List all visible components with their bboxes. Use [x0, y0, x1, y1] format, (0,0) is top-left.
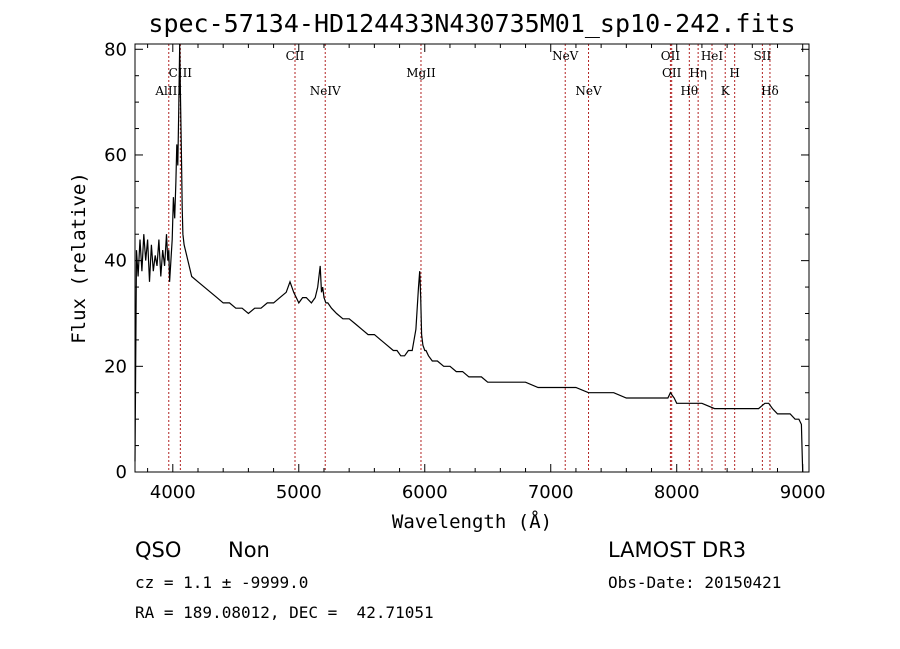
emission-line-label: NeV	[552, 49, 579, 63]
emission-line-label: Hη	[689, 66, 707, 80]
axis-ticks	[135, 44, 809, 473]
spectrum-series-line	[134, 43, 804, 473]
x-tick-label: 4000	[150, 482, 196, 503]
x-axis-label: Wavelength (Å)	[392, 510, 552, 533]
emission-line-label: OII	[662, 66, 682, 80]
y-tick-label: 20	[104, 356, 127, 377]
emission-line-label: NeIV	[310, 84, 341, 98]
x-tick-label: 6000	[402, 482, 448, 503]
survey-label: LAMOST DR3	[608, 538, 747, 562]
chart-title: spec-57134-HD124433N430735M01_sp10-242.f…	[148, 9, 795, 38]
x-tick-label: 9000	[780, 482, 826, 503]
emission-line-label: HeI	[701, 49, 724, 63]
subclass-label: Non	[228, 538, 270, 562]
emission-line-label: MgII	[406, 66, 436, 80]
emission-line-label: OII	[661, 49, 681, 63]
y-tick-label: 80	[104, 39, 127, 60]
emission-line-label: NeV	[575, 84, 602, 98]
emission-line-label: SII	[754, 49, 772, 63]
y-tick-label: 60	[104, 145, 127, 166]
emission-line-label: H	[729, 66, 739, 80]
y-axis-label: Flux (relative)	[68, 172, 90, 344]
emission-line-label: K	[721, 84, 731, 98]
x-tick-label: 8000	[654, 482, 700, 503]
coordinates: RA = 189.08012, DEC = 42.71051	[135, 603, 434, 622]
obs-date: Obs-Date: 20150421	[608, 573, 782, 592]
class-label: QSO	[135, 538, 182, 562]
emission-line-label: CII	[286, 49, 305, 63]
emission-line-labels: AlIIICIIICIINeIVMgIINeVNeVOIIOIIHθHηHeIK…	[154, 49, 778, 98]
y-tick-label: 0	[116, 462, 127, 483]
plot-frame	[134, 43, 810, 473]
emission-line-label: Hθ	[680, 84, 698, 98]
x-tick-label: 5000	[276, 482, 322, 503]
emission-line-label: AlIII	[154, 84, 182, 98]
cz-value: cz = 1.1 ± -9999.0	[135, 573, 309, 592]
tick-labels: 4000 5000 6000 7000 8000 9000 0 20 40 60 80	[104, 39, 826, 503]
emission-line-markers	[168, 44, 771, 472]
x-tick-label: 7000	[528, 482, 574, 503]
y-tick-label: 40	[104, 251, 127, 272]
emission-line-label: Hδ	[761, 84, 779, 98]
